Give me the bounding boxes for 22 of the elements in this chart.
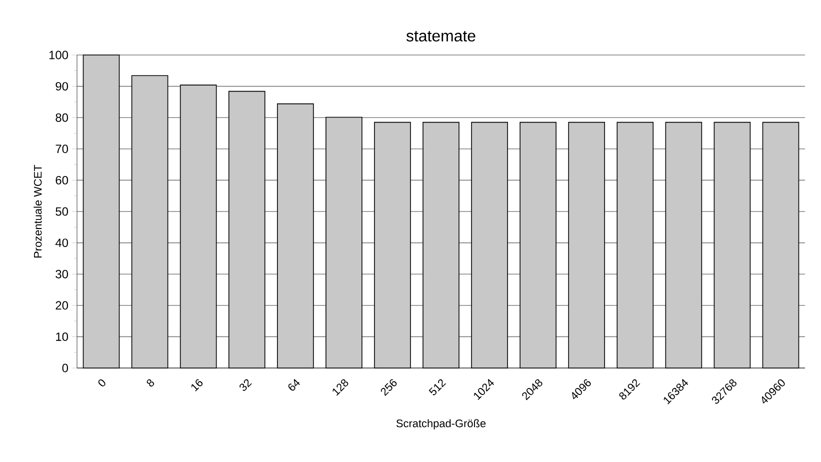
y-tick-label: 20: [56, 301, 68, 310]
x-tick-label: 256: [380, 379, 397, 396]
x-tick-label: 16: [191, 379, 203, 392]
x-tick-label: 128: [332, 379, 348, 396]
y-tick-label: 50: [56, 207, 68, 216]
x-tick-label: 32: [240, 379, 252, 391]
y-tick-label: 90: [56, 82, 68, 91]
y-tick-label: 80: [56, 113, 68, 122]
y-axis-title: Prozentuale WCET: [34, 164, 42, 258]
y-tick-label: 60: [56, 176, 68, 184]
y-tick-label: 10: [56, 332, 68, 341]
x-axis-title: Scratchpad-Größe: [396, 419, 486, 430]
x-tick-label: 8: [146, 379, 154, 387]
chart-title: statemate: [406, 31, 476, 42]
y-tick-label: 100: [49, 50, 68, 60]
y-tick-label: 70: [56, 144, 68, 154]
y-tick-label: 0: [62, 364, 68, 372]
y-tick-label: 30: [56, 270, 68, 278]
y-tick-label: 40: [55, 238, 68, 248]
x-tick-label: 64: [288, 379, 300, 391]
x-tick-label: 512: [428, 379, 446, 396]
x-tick-label: 0: [98, 379, 106, 386]
